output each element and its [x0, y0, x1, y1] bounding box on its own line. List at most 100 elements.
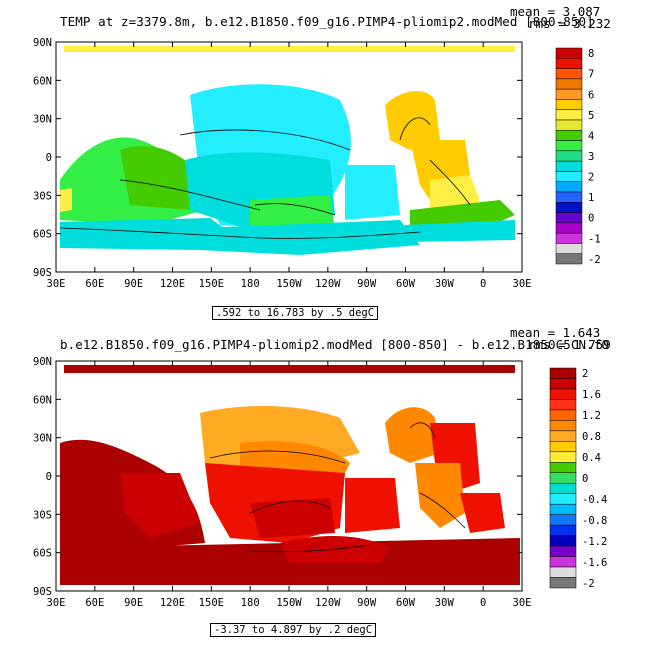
x-tick-label: 30E — [513, 597, 532, 609]
map-plot: 30E 60E 90E 120E 150E 180 150W 120W 90W 60W 30W 0 30… — [33, 37, 601, 290]
contour-line — [209, 450, 346, 464]
field-region — [60, 218, 240, 250]
colorbar-swatch — [549, 524, 577, 536]
x-tick-label: 60W — [396, 278, 416, 290]
chart-title: TEMP at z=3379.8m, b.e12.B1850.f09_g16.P… — [60, 14, 594, 29]
contour-info: -3.37 to 4.897 by .2 degC — [210, 623, 377, 637]
x-tick-label: 180 — [241, 278, 260, 290]
colorbar-swatch — [549, 493, 577, 505]
x-tick-label: 0 — [480, 597, 486, 609]
x-tick-label: 120E — [160, 278, 185, 290]
mean-label: mean = 1.643 — [510, 325, 601, 340]
chart-title: b.e12.B1850.f09_g16.PIMP4-pliomip2.modMe… — [60, 337, 610, 352]
mean-label: mean = 3.087 — [510, 4, 601, 19]
colorbar-swatch — [555, 202, 583, 213]
colorbar-label: 1.6 — [582, 389, 601, 401]
colorbar-swatch — [555, 171, 583, 182]
x-tick-label: 90W — [357, 597, 377, 609]
colorbar-swatch — [555, 140, 583, 152]
y-tick-label: 30S — [33, 190, 52, 202]
y-tick-label: 60N — [33, 394, 52, 406]
field-region — [250, 498, 335, 538]
colorbar-label: 2 — [582, 368, 588, 380]
colorbar-swatch — [555, 181, 583, 193]
contour-line — [249, 500, 331, 514]
colorbar-swatch — [549, 482, 577, 494]
field-region — [60, 188, 72, 212]
contour-line — [249, 544, 371, 553]
colorbar-label: 0.4 — [582, 452, 601, 464]
rms-label: rms = 3.232 — [528, 16, 611, 31]
colorbar-swatch — [555, 47, 583, 59]
x-tick-label: 30W — [435, 278, 455, 290]
contour-line — [409, 422, 436, 439]
rms-label: rms = 1.759 — [528, 337, 611, 352]
colorbar-label: 3 — [588, 151, 594, 163]
colorbar-swatch — [555, 150, 583, 162]
y-tick-label: 30N — [33, 114, 52, 126]
field-region — [64, 365, 515, 373]
x-tick-label: 60E — [85, 278, 104, 290]
y-tick-label: 60S — [33, 229, 52, 241]
colorbar-swatch — [549, 577, 577, 589]
x-tick-label: 60W — [396, 597, 416, 609]
field-region — [64, 46, 515, 52]
colorbar-swatch — [549, 409, 577, 421]
colorbar-swatch — [549, 441, 577, 453]
field-region — [405, 220, 515, 242]
colorbar-label: -2 — [588, 254, 601, 266]
x-tick-label: 90W — [357, 278, 377, 290]
x-tick-label: 30W — [435, 597, 455, 609]
y-tick-label: 90S — [33, 267, 52, 279]
colorbar-label: -1.6 — [582, 557, 607, 569]
top-panel: TEMP at z=3379.8m, b.e12.B1850.f09_g16.P… — [0, 0, 647, 323]
y-tick-label: 30N — [33, 433, 52, 445]
x-tick-label: 30E — [47, 278, 66, 290]
colorbar-swatch — [549, 399, 577, 411]
x-tick-label: 120W — [315, 278, 341, 290]
x-tick-label: 60E — [85, 597, 104, 609]
field-region — [460, 493, 505, 533]
y-tick-label: 30S — [33, 509, 52, 521]
colorbar-swatch — [555, 160, 583, 172]
colorbar-swatch — [555, 68, 583, 80]
colorbar-label: -1.2 — [582, 536, 607, 548]
colorbar-swatch — [549, 566, 577, 578]
x-tick-label: 150W — [276, 597, 302, 609]
colorbar-swatch — [555, 191, 583, 203]
x-tick-label: 150E — [199, 597, 224, 609]
field-region — [385, 90, 440, 150]
field-region — [345, 478, 400, 533]
colorbar-swatch — [555, 58, 583, 69]
colorbar-label: 0 — [582, 473, 588, 485]
y-tick-label: 0 — [46, 152, 52, 164]
field-region — [120, 146, 200, 210]
colorbar-swatch — [549, 535, 577, 547]
colorbar-label: 6 — [588, 89, 594, 101]
colorbar-swatch — [549, 430, 577, 442]
colorbar-swatch — [555, 78, 583, 90]
x-tick-label: 30E — [47, 597, 66, 609]
colorbar-label: -2 — [582, 578, 595, 590]
contour-line — [399, 117, 431, 141]
field-region — [200, 220, 420, 255]
x-tick-label: 30E — [513, 278, 532, 290]
y-tick-label: 60S — [33, 548, 52, 560]
field-region — [120, 473, 200, 538]
ocean-field — [60, 46, 515, 255]
colorbar-label: 8 — [588, 48, 594, 60]
colorbar-swatch — [549, 420, 577, 432]
colorbar-swatch — [549, 514, 577, 526]
colorbar-swatch — [549, 472, 577, 484]
colorbar-label: -1 — [588, 233, 601, 245]
colorbar-swatch — [555, 222, 583, 234]
colorbar-swatch — [549, 378, 577, 390]
contour-line — [254, 203, 336, 216]
colorbar-swatch — [555, 243, 583, 254]
colorbar-label: 7 — [588, 69, 594, 81]
colorbar-swatch — [555, 109, 583, 121]
colorbar-label: 0.8 — [582, 431, 601, 443]
colorbar-swatch — [549, 556, 577, 568]
colorbar-swatch — [555, 212, 583, 224]
colorbar-label: 0 — [588, 213, 594, 225]
